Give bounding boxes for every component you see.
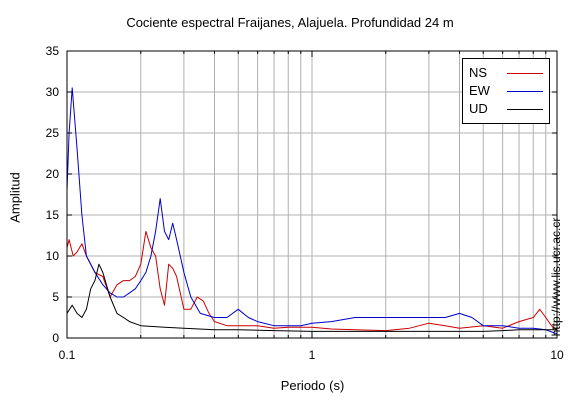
y-tick-label: 15 xyxy=(46,208,60,222)
series-line-ud xyxy=(66,263,557,332)
legend-item-ew: EW xyxy=(469,82,545,100)
legend-label-ew: EW xyxy=(469,83,490,98)
y-axis-label: Amplitud xyxy=(7,172,23,223)
x-tick-label: 10 xyxy=(550,348,564,362)
chart-title: Cociente espectral Fraijanes, Alajuela. … xyxy=(126,15,454,30)
legend-item-ud: UD xyxy=(469,100,545,118)
y-tick-label: 25 xyxy=(46,126,60,140)
series-layer xyxy=(66,87,558,335)
y-tick-label: 20 xyxy=(46,167,60,181)
legend: NS EW UD xyxy=(462,58,550,124)
legend-label-ud: UD xyxy=(469,101,488,116)
legend-swatch-ew xyxy=(507,91,543,92)
y-tick-label: 10 xyxy=(46,249,60,263)
legend-label-ns: NS xyxy=(469,65,488,80)
legend-swatch-ns xyxy=(507,73,543,74)
legend-item-ns: NS xyxy=(469,64,545,82)
credit-url: http://www.lis.ucr.ac.cr xyxy=(549,217,563,337)
y-tick-label: 35 xyxy=(46,44,60,58)
grid xyxy=(66,50,557,339)
x-tick-label: 1 xyxy=(309,348,316,362)
x-axis-label: Periodo (s) xyxy=(280,378,345,393)
tick-layer: 0 5 10 15 20 25 30 35 0.1 1 10 xyxy=(46,44,564,362)
y-tick-label: 30 xyxy=(46,85,60,99)
x-tick-label: 0.1 xyxy=(59,348,76,362)
legend-swatch-ud xyxy=(507,109,543,110)
y-tick-label: 5 xyxy=(52,290,59,304)
y-tick-label: 0 xyxy=(52,331,59,345)
